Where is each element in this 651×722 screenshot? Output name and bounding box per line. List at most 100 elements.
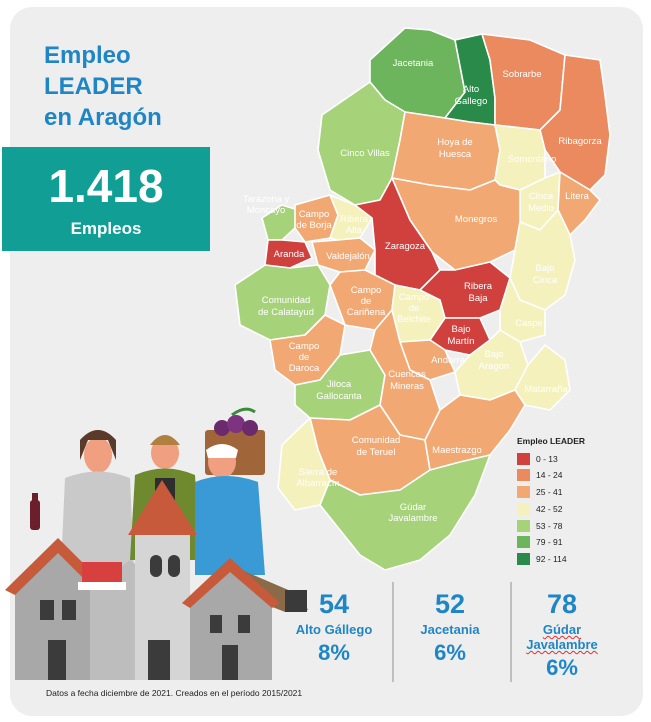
highlight-jacetania: 52 Jacetania 6% — [394, 588, 506, 667]
legend-swatch — [517, 469, 530, 482]
highlight-value: 78 — [546, 589, 578, 619]
label-jiloca-2: Gallocanta — [316, 391, 362, 402]
region-calatayud[interactable] — [234, 264, 331, 341]
label-gudar-1: Gúdar — [400, 502, 426, 513]
label-teruel-2: de Teruel — [357, 447, 396, 458]
total-employment-box: 1.418 Empleos — [2, 147, 210, 251]
highlight-value: 52 — [434, 589, 466, 619]
legend-swatch — [517, 519, 530, 532]
legend-item: 42 - 52 — [517, 502, 627, 516]
label-zaragoza: Zaragoza — [385, 241, 426, 252]
label-bajo-aragon-1: Bajo — [484, 349, 503, 360]
highlight-percent: 6% — [434, 640, 466, 665]
legend-swatch — [517, 536, 530, 549]
label-bajo-cinca-1: Bajo — [535, 263, 554, 274]
divider — [392, 582, 394, 682]
label-tarazona-1: Tarazona y — [243, 194, 290, 205]
region-maestrazgo[interactable] — [424, 389, 526, 471]
label-gudar-2: Javalambre — [388, 513, 437, 524]
label-teruel-1: Comunidad — [352, 435, 401, 446]
highlight-name: Jacetania — [420, 622, 480, 637]
legend-label: 53 - 78 — [536, 520, 563, 531]
legend-item: 25 - 41 — [517, 485, 627, 499]
highlight-value: 54 — [318, 589, 350, 619]
highlight-percent: 6% — [546, 655, 578, 680]
highlight-percent: 8% — [318, 640, 350, 665]
title-line-3: en Aragón — [44, 104, 162, 131]
label-maestrazgo: Maestrazgo — [432, 445, 482, 456]
legend-item: 53 - 78 — [517, 519, 627, 533]
label-caspe: Caspe — [515, 318, 542, 329]
label-albarracin-2: Albarracín — [296, 478, 339, 489]
footnote: Datos a fecha diciembre de 2021. Creados… — [46, 688, 303, 698]
label-daroca-3: Daroca — [289, 363, 320, 374]
legend-swatch — [517, 486, 530, 499]
label-tarazona-2: Moncayo — [247, 205, 286, 216]
label-ribera-baja-2: Baja — [468, 293, 488, 304]
highlight-name: Alto Gállego — [295, 622, 373, 637]
highlight-name: Gúdar Javalambre — [526, 622, 598, 652]
label-jacetania: Jacetania — [393, 58, 434, 69]
title-line-2: LEADER — [44, 73, 143, 100]
highlight-alto-gallego: 54 Alto Gállego 8% — [278, 588, 390, 667]
label-alto-gallego-1: Alto — [463, 84, 479, 95]
title-line-1: Empleo — [44, 42, 131, 69]
label-bajo-aragon-2: Aragón — [479, 361, 510, 372]
label-jiloca-1: Jiloca — [327, 379, 352, 390]
label-borja-1: Campo — [299, 209, 330, 220]
label-calatayud-1: Comunidad — [262, 295, 311, 306]
legend-label: 79 - 91 — [536, 537, 563, 548]
legend-item: 0 - 13 — [517, 452, 627, 466]
region-ribera-baja[interactable] — [419, 261, 511, 319]
label-hoya-2: Huesca — [439, 149, 472, 160]
label-cinca-2: Medio — [528, 203, 554, 214]
legend-item: 14 - 24 — [517, 469, 627, 483]
label-ribagorza: Ribagorza — [558, 136, 602, 147]
label-andorra: Andorra — [431, 355, 466, 366]
label-carinena-2: de — [361, 296, 372, 307]
legend-label: 42 - 52 — [536, 503, 563, 514]
label-daroca-2: de — [299, 352, 310, 363]
legend-swatch — [517, 552, 530, 565]
total-employment-value: 1.418 — [48, 160, 164, 212]
legend-item: 92 - 114 — [517, 552, 627, 566]
label-litera: Litera — [565, 191, 589, 202]
label-cinca-1: Cinca — [529, 191, 554, 202]
label-belchite-2: de — [409, 303, 420, 314]
label-somontano: Somontano — [508, 154, 557, 165]
label-cuencas-1: Cuencas — [388, 369, 426, 380]
village-illustration — [5, 480, 280, 680]
label-ribera-alta-2: Alta — [346, 225, 363, 236]
label-belchite-3: Belchite — [397, 314, 431, 325]
label-hoya-1: Hoya de — [437, 137, 472, 148]
label-carinena-1: Campo — [351, 285, 382, 296]
region-gudar-javalambre[interactable] — [319, 454, 491, 571]
label-bajo-martin-1: Bajo — [451, 324, 470, 335]
label-bajo-martin-2: Martín — [448, 336, 475, 347]
label-calatayud-2: de Calatayud — [258, 307, 314, 318]
legend-title: Empleo LEADER — [517, 436, 586, 446]
label-daroca-1: Campo — [289, 341, 320, 352]
divider — [510, 582, 512, 682]
label-alto-gallego-2: Gallego — [455, 96, 488, 107]
page-title: Empleo LEADER en Aragón — [44, 40, 204, 133]
legend-label: 0 - 13 — [536, 453, 558, 464]
label-albarracin-1: Sierra de — [299, 467, 338, 478]
label-borja-2: de Borja — [296, 220, 332, 231]
region-sobrarbe[interactable] — [481, 33, 566, 131]
region-valdejalon[interactable] — [311, 237, 376, 273]
label-valdejalon: Valdejalón — [326, 251, 370, 262]
label-bajo-cinca-2: Cinca — [533, 275, 558, 286]
label-ribera-baja-1: Ribera — [464, 281, 493, 292]
label-monegros: Monegros — [455, 214, 497, 225]
label-aranda: Aranda — [274, 249, 305, 260]
legend-item: 79 - 91 — [517, 535, 627, 549]
label-belchite-1: Campo — [399, 292, 430, 303]
legend-label: 92 - 114 — [536, 553, 567, 564]
total-employment-unit: Empleos — [70, 219, 142, 238]
label-sobrarbe: Sobrarbe — [502, 69, 541, 80]
label-matarrana: Matarraña — [524, 384, 568, 395]
label-carinena-3: Cariñena — [347, 307, 386, 318]
label-cuencas-2: Mineras — [390, 381, 424, 392]
